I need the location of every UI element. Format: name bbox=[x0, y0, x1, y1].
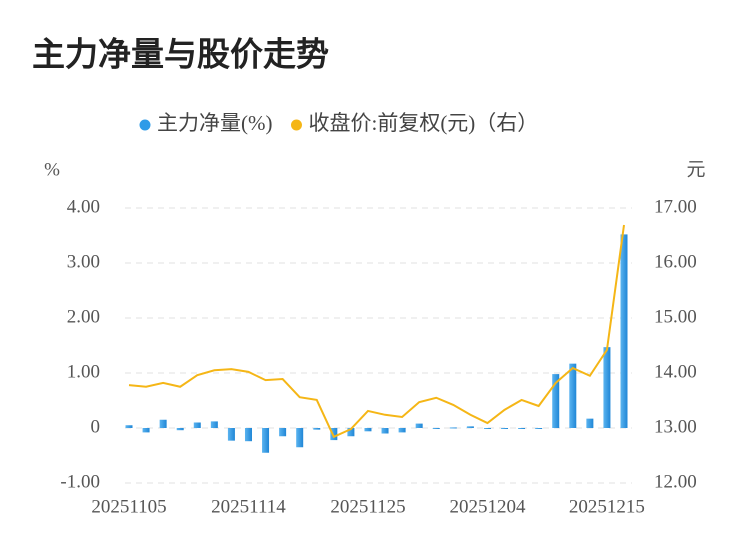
bar bbox=[603, 347, 611, 428]
y2-tick-label: 15.00 bbox=[654, 306, 697, 327]
y2-tick-label: 17.00 bbox=[654, 196, 697, 217]
bar bbox=[535, 428, 543, 429]
x-tick-label: 20251114 bbox=[211, 496, 286, 517]
bar bbox=[466, 426, 474, 428]
bar bbox=[398, 428, 406, 433]
bar bbox=[313, 428, 321, 430]
y-tick-label: 0 bbox=[91, 416, 101, 437]
legend-marker bbox=[290, 119, 302, 131]
bar bbox=[330, 428, 338, 441]
bar bbox=[449, 427, 457, 429]
y2-unit: 元 bbox=[686, 159, 705, 180]
y2-tick-label: 14.00 bbox=[654, 361, 697, 382]
bar bbox=[193, 422, 201, 428]
bar bbox=[262, 428, 270, 453]
y2-tick-label: 16.00 bbox=[654, 251, 697, 272]
bar bbox=[620, 234, 628, 428]
bar bbox=[432, 428, 440, 429]
y-tick-label: 4.00 bbox=[67, 196, 100, 217]
bar bbox=[364, 428, 372, 432]
bar bbox=[501, 428, 509, 429]
y-tick-label: 1.00 bbox=[67, 361, 100, 382]
legend-marker bbox=[139, 119, 151, 131]
bar bbox=[518, 428, 526, 429]
y-tick-label: -1.00 bbox=[60, 471, 100, 492]
bar bbox=[483, 428, 491, 429]
bar bbox=[415, 423, 423, 428]
price-line bbox=[128, 224, 625, 439]
bar bbox=[296, 428, 304, 448]
bar bbox=[552, 374, 560, 428]
bar bbox=[125, 425, 133, 428]
bar bbox=[176, 428, 184, 431]
legend-label: 收盘价:前复权(元)（右） bbox=[308, 111, 538, 135]
bar bbox=[159, 419, 167, 428]
bar bbox=[279, 428, 287, 437]
y-tick-label: 2.00 bbox=[67, 306, 100, 327]
x-tick-label: 20251125 bbox=[330, 496, 405, 517]
y-unit: % bbox=[44, 159, 60, 180]
x-tick-label: 20251204 bbox=[449, 496, 526, 517]
x-tick-label: 20251105 bbox=[91, 496, 166, 517]
x-tick-label: 20251215 bbox=[569, 496, 645, 517]
bar bbox=[347, 428, 355, 437]
y2-tick-label: 12.00 bbox=[654, 471, 697, 492]
y2-tick-label: 13.00 bbox=[654, 416, 697, 437]
bar bbox=[381, 428, 389, 434]
bar bbox=[142, 428, 150, 433]
chart-title: 主力净量与股价走势 bbox=[32, 35, 329, 74]
bar bbox=[586, 418, 594, 428]
bar bbox=[210, 421, 218, 428]
bar bbox=[244, 428, 252, 442]
y-tick-label: 3.00 bbox=[67, 251, 100, 272]
bar bbox=[227, 428, 235, 441]
bar bbox=[569, 363, 577, 428]
legend-label: 主力净量(%) bbox=[157, 111, 272, 135]
